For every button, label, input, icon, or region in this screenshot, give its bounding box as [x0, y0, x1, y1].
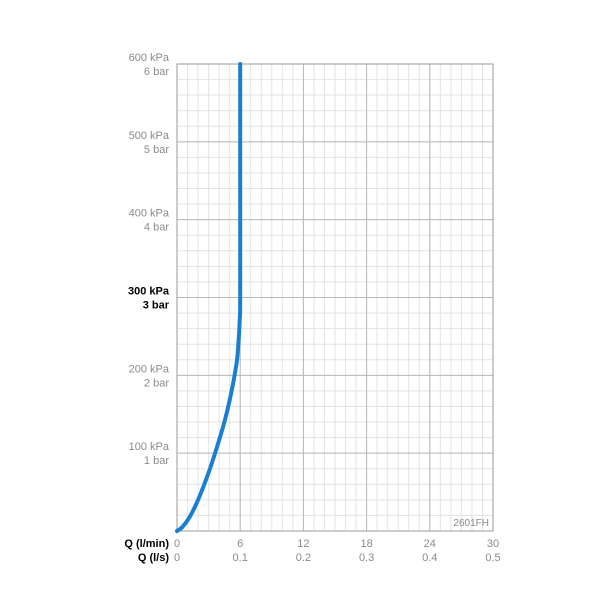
x-tick-label-lmin: 0	[174, 538, 180, 550]
x-tick-label-ls: 0	[174, 552, 180, 564]
x-axis-labels: 0 6 12 18 24 30 0 0.1 0.2 0.3 0.4 0.5	[174, 538, 501, 564]
y-axis-labels: 600 kPa 6 bar 500 kPa 5 bar 400 kPa 4 bar 300 …	[128, 52, 170, 467]
series-line	[175, 62, 243, 533]
y-tick-label-kpa: 300 kPa	[128, 286, 170, 298]
y-tick-label-kpa: 500 kPa	[129, 130, 170, 142]
x-tick-label-ls: 0.3	[359, 552, 374, 564]
y-tick-label-bar: 1 bar	[144, 455, 169, 467]
y-tick-label-kpa: 600 kPa	[129, 52, 170, 64]
y-tick-label-kpa: 100 kPa	[129, 441, 170, 453]
x-tick-label-ls: 0.5	[485, 552, 500, 564]
x-tick-label-ls: 0.2	[296, 552, 311, 564]
y-tick-label-bar: 5 bar	[144, 144, 169, 156]
x-axis-title-ls: Q (l/s)	[138, 552, 170, 564]
y-tick-label-bar: 4 bar	[144, 222, 169, 234]
x-tick-label-ls: 0.4	[422, 552, 437, 564]
model-code-label: 2601FH	[453, 518, 489, 529]
y-tick-label-kpa: 400 kPa	[129, 208, 170, 220]
y-tick-label-bar: 2 bar	[144, 377, 169, 389]
plot-frame	[176, 63, 494, 532]
y-tick-label-bar: 6 bar	[144, 66, 169, 78]
x-tick-label-lmin: 18	[360, 538, 372, 550]
y-tick-label-kpa: 200 kPa	[129, 363, 170, 375]
x-tick-label-lmin: 6	[237, 538, 243, 550]
x-tick-label-lmin: 12	[297, 538, 309, 550]
y-tick-label-bar: 3 bar	[143, 300, 170, 312]
x-tick-label-lmin: 24	[424, 538, 436, 550]
x-axis-title-lmin: Q (l/min)	[124, 538, 169, 550]
x-tick-label-ls: 0.1	[233, 552, 248, 564]
x-tick-label-lmin: 30	[487, 538, 499, 550]
